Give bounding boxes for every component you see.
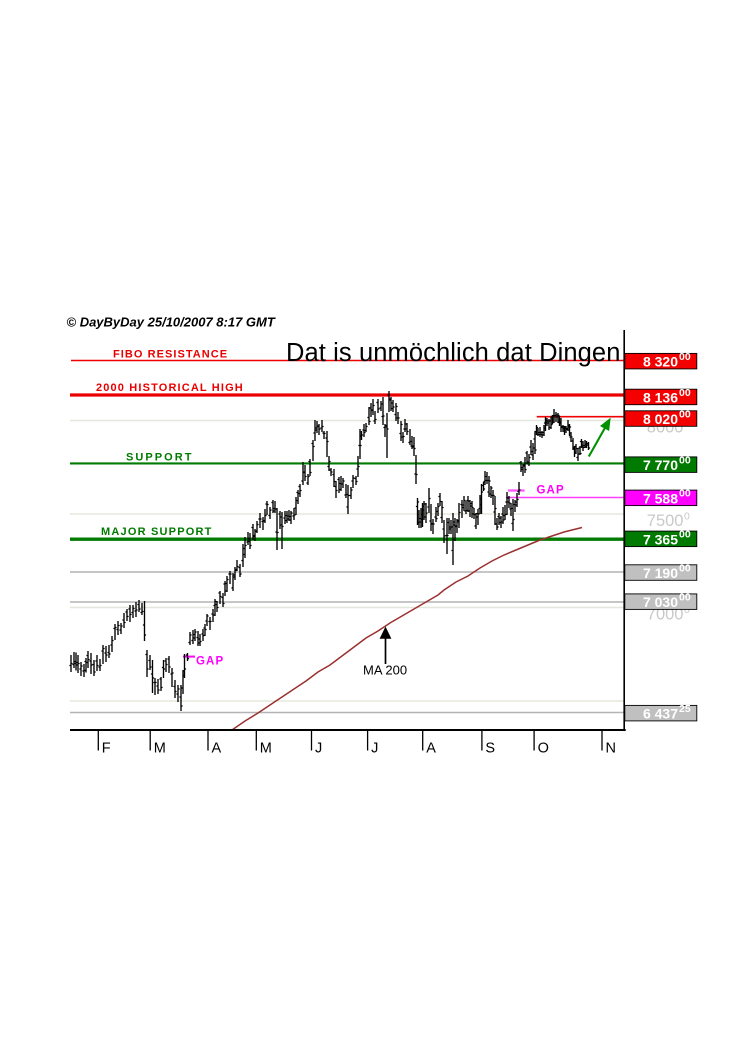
svg-text:00: 00: [679, 529, 691, 541]
svg-text:0: 0: [684, 510, 690, 522]
svg-text:8 136: 8 136: [643, 389, 678, 405]
svg-text:00: 00: [679, 562, 691, 574]
svg-text:00: 00: [679, 351, 691, 363]
svg-text:© DayByDay 25/10/2007 8:17 GMT: © DayByDay 25/10/2007 8:17 GMT: [67, 315, 276, 330]
svg-text:J: J: [371, 741, 378, 757]
svg-text:00: 00: [679, 408, 691, 420]
svg-text:GAP: GAP: [196, 656, 224, 668]
svg-text:J: J: [315, 741, 322, 757]
svg-text:6 437: 6 437: [643, 706, 678, 722]
svg-text:7 030: 7 030: [643, 594, 678, 610]
svg-text:8 320: 8 320: [643, 354, 678, 370]
svg-text:7 588: 7 588: [643, 490, 678, 506]
svg-text:7000: 7000: [647, 605, 684, 623]
svg-text:00: 00: [679, 488, 691, 500]
svg-text:F: F: [102, 741, 111, 757]
svg-text:7500: 7500: [647, 512, 684, 530]
svg-text:00: 00: [679, 387, 691, 399]
svg-text:Dat is unmöchlich dat Dingen: Dat is unmöchlich dat Dingen: [286, 339, 620, 367]
svg-text:25: 25: [679, 703, 691, 715]
svg-text:GAP: GAP: [537, 485, 565, 497]
svg-text:7 770: 7 770: [643, 457, 678, 473]
svg-text:A: A: [212, 741, 222, 757]
svg-text:M: M: [260, 741, 272, 757]
svg-text:0: 0: [684, 604, 690, 616]
svg-text:FIBO RESISTANCE: FIBO RESISTANCE: [113, 349, 228, 361]
svg-text:M: M: [154, 741, 166, 757]
svg-text:MA 200: MA 200: [363, 663, 407, 678]
svg-text:SUPPORT: SUPPORT: [126, 452, 194, 464]
svg-text:00: 00: [679, 591, 691, 603]
svg-text:MAJOR SUPPORT: MAJOR SUPPORT: [101, 526, 213, 538]
svg-text:8 020: 8 020: [643, 411, 678, 427]
svg-text:S: S: [485, 741, 495, 757]
svg-text:A: A: [426, 741, 436, 757]
svg-text:2000 HISTORICAL HIGH: 2000 HISTORICAL HIGH: [96, 382, 244, 394]
svg-text:O: O: [538, 741, 549, 757]
svg-text:7 190: 7 190: [643, 565, 678, 581]
svg-text:7 365: 7 365: [643, 531, 678, 547]
svg-text:N: N: [606, 741, 616, 757]
svg-text:00: 00: [679, 454, 691, 466]
